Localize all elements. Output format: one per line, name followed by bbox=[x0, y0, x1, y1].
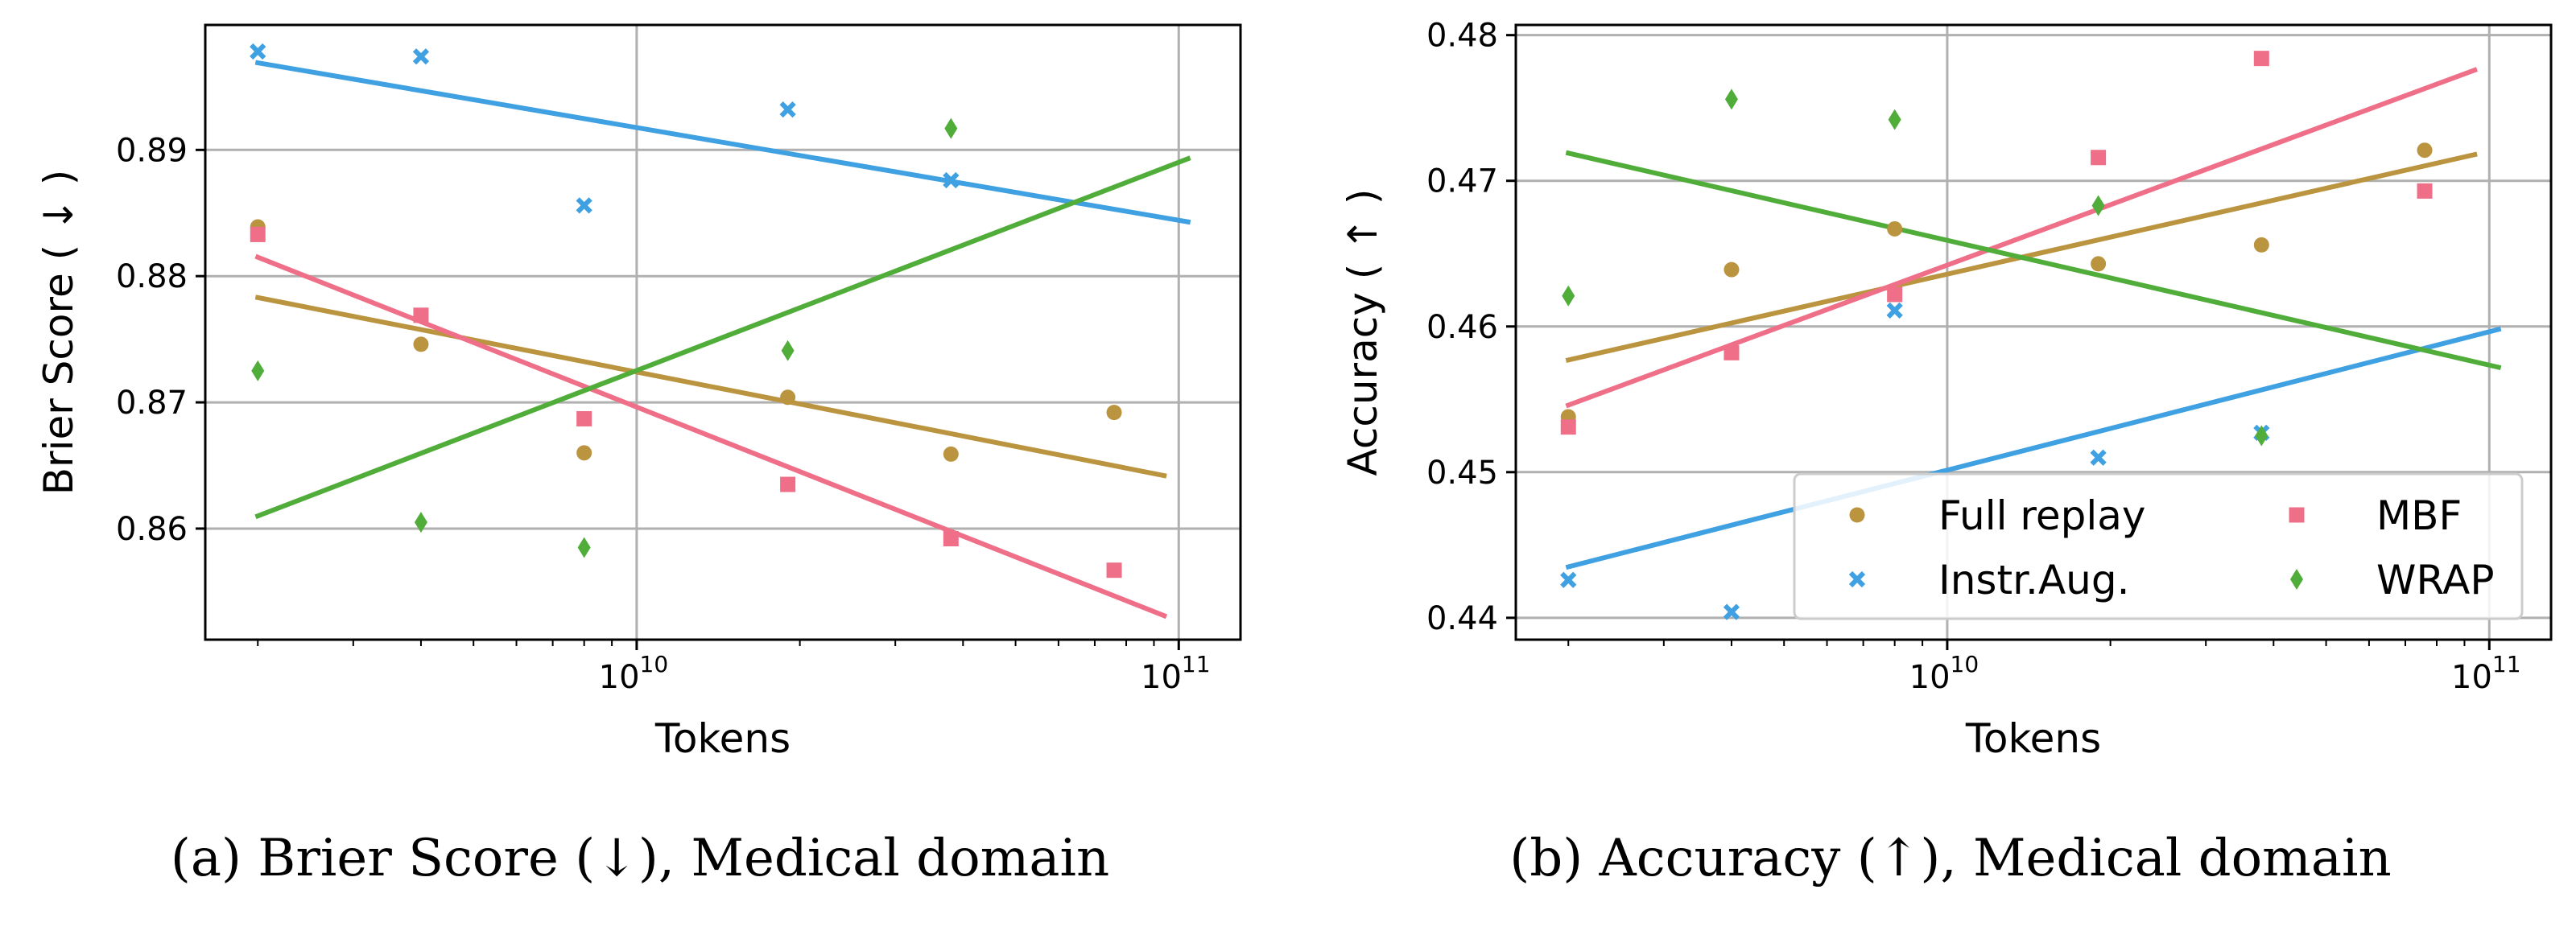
data-point bbox=[2417, 142, 2433, 159]
data-point bbox=[250, 43, 266, 60]
data-point bbox=[2091, 256, 2107, 272]
y-axis-label: Accuracy ( ↑ ) bbox=[1340, 189, 1386, 476]
data-point bbox=[1888, 109, 1901, 130]
x-tick-base: 10 bbox=[599, 659, 640, 696]
data-point bbox=[1887, 286, 1903, 303]
y-tick-label: 0.89 bbox=[116, 132, 188, 169]
data-point bbox=[1886, 302, 1903, 319]
data-point bbox=[2253, 237, 2269, 253]
data-point bbox=[413, 336, 429, 352]
y-tick-label: 0.46 bbox=[1426, 309, 1498, 346]
data-point bbox=[2091, 150, 2107, 166]
data-point bbox=[779, 101, 796, 118]
y-axis-label: Brier Score ( ↓ ) bbox=[35, 170, 82, 496]
data-point bbox=[2255, 425, 2268, 447]
data-point bbox=[1560, 419, 1576, 435]
data-point bbox=[943, 530, 959, 546]
data-point bbox=[1724, 89, 1738, 110]
fit-line-wrap bbox=[254, 155, 1191, 520]
data-point bbox=[1723, 603, 1740, 620]
data-point bbox=[1106, 562, 1122, 579]
y-tick-label: 0.47 bbox=[1426, 163, 1498, 200]
data-point bbox=[781, 340, 795, 361]
legend-marker bbox=[2290, 569, 2303, 590]
x-tick-exponent: 11 bbox=[2492, 651, 2521, 677]
y-tick-label: 0.45 bbox=[1426, 455, 1498, 492]
legend-label: Full replay bbox=[1938, 492, 2145, 539]
fit-line-full-replay bbox=[254, 294, 1167, 479]
legend-label: MBF bbox=[2376, 492, 2462, 539]
fit-line-wrap bbox=[1565, 150, 2502, 371]
legend-label: Instr.Aug. bbox=[1938, 557, 2129, 603]
subfigure-caption: (b) Accuracy (↑), Medical domain bbox=[1509, 829, 2391, 888]
y-tick-label: 0.87 bbox=[116, 385, 188, 422]
legend-marker bbox=[1848, 570, 1866, 588]
x-tick-label: 1010 bbox=[1909, 651, 1979, 696]
fit-line-mbf bbox=[1565, 67, 2479, 409]
data-point bbox=[943, 171, 960, 189]
legend-marker bbox=[2289, 507, 2305, 523]
x-axis-label: Tokens bbox=[1965, 715, 2101, 762]
y-tick-label: 0.88 bbox=[116, 258, 188, 295]
legend: Full replay Instr.Aug. MBF WRAP bbox=[1793, 472, 2524, 620]
data-point bbox=[577, 537, 591, 558]
data-point bbox=[2090, 449, 2107, 466]
x-axis-label: Tokens bbox=[654, 715, 791, 762]
data-point bbox=[2091, 195, 2105, 216]
fit-line-mbf bbox=[254, 253, 1168, 620]
y-tick-label: 0.48 bbox=[1426, 18, 1498, 55]
y-tick-label: 0.44 bbox=[1426, 600, 1498, 637]
fit-line-instr-aug- bbox=[1565, 326, 2502, 570]
x-tick-exponent: 10 bbox=[640, 651, 669, 677]
data-point bbox=[1724, 344, 1740, 360]
x-tick-base: 10 bbox=[1141, 659, 1182, 696]
legend-label: WRAP bbox=[2376, 557, 2495, 603]
subfigure-caption: (a) Brier Score (↓), Medical domain bbox=[171, 829, 1109, 888]
data-point bbox=[1562, 285, 1575, 307]
data-point bbox=[944, 117, 958, 139]
data-point bbox=[251, 360, 265, 381]
data-point bbox=[576, 445, 592, 461]
plot-frame bbox=[1514, 23, 2553, 641]
data-point bbox=[413, 307, 429, 323]
data-point bbox=[943, 446, 959, 462]
data-point bbox=[2417, 183, 2433, 199]
data-point bbox=[414, 512, 427, 533]
x-tick-base: 10 bbox=[1909, 659, 1951, 696]
y-tick-label: 0.86 bbox=[116, 511, 188, 548]
data-point bbox=[412, 48, 430, 65]
data-point bbox=[1724, 261, 1740, 278]
data-point bbox=[780, 389, 796, 406]
data-point bbox=[1106, 405, 1122, 421]
x-tick-exponent: 11 bbox=[1182, 651, 1211, 677]
x-tick-base: 10 bbox=[2451, 659, 2492, 696]
fit-line-instr-aug- bbox=[254, 60, 1191, 225]
data-point bbox=[1560, 571, 1577, 588]
legend-marker bbox=[1849, 507, 1865, 523]
data-point bbox=[576, 410, 592, 426]
plot-frame bbox=[204, 23, 1242, 641]
data-point bbox=[576, 197, 592, 214]
x-tick-exponent: 10 bbox=[1951, 651, 1979, 677]
legend-box bbox=[1793, 472, 2524, 620]
data-point bbox=[780, 476, 796, 492]
x-tick-label: 1011 bbox=[1141, 651, 1211, 696]
data-point bbox=[1887, 220, 1903, 237]
x-tick-label: 1011 bbox=[2451, 651, 2521, 696]
data-point bbox=[250, 226, 266, 242]
x-tick-label: 1010 bbox=[599, 651, 669, 696]
data-point bbox=[2253, 51, 2269, 67]
